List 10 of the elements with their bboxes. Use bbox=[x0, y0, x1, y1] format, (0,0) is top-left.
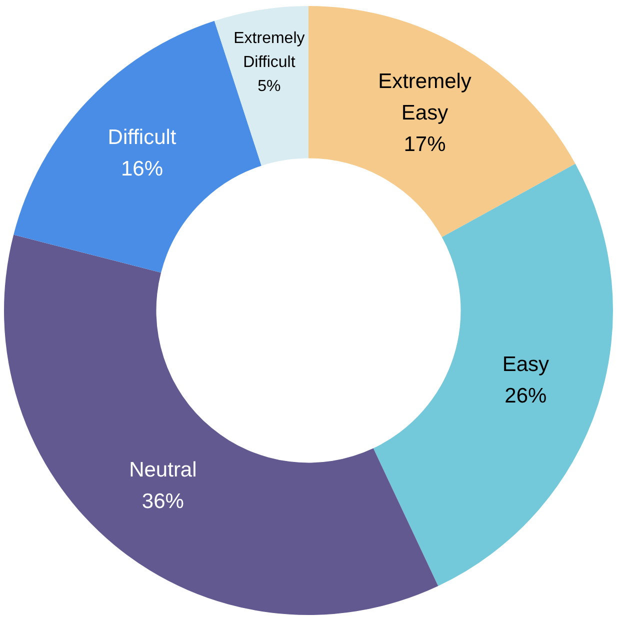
data-label: 36% bbox=[142, 490, 184, 514]
slice-label: Extremely Easy bbox=[378, 70, 472, 125]
slice-label: Extremely Difficult bbox=[234, 30, 305, 71]
data-label: 17% bbox=[404, 133, 446, 156]
data-label: 16% bbox=[121, 158, 164, 181]
slice-label: Difficult bbox=[108, 126, 176, 150]
data-label: 5% bbox=[258, 78, 281, 95]
slice-label: Neutral bbox=[129, 458, 197, 482]
data-label: 26% bbox=[504, 384, 547, 408]
slice-label: Easy bbox=[502, 353, 550, 376]
